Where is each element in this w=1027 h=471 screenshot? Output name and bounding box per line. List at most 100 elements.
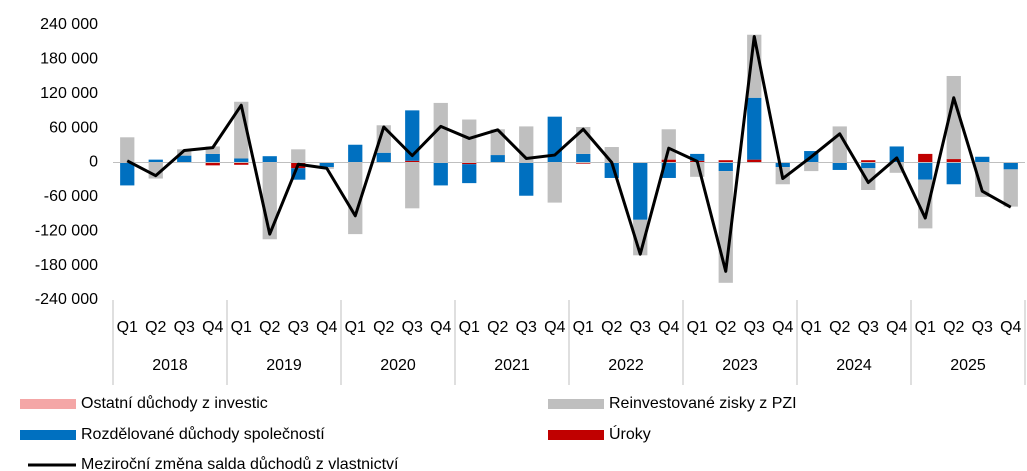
legend-label: Rozdělované důchody společností — [81, 425, 325, 443]
x-tick-label: Q3 — [858, 319, 879, 336]
bar — [576, 153, 591, 163]
y-tick-label: 240 000 — [40, 16, 98, 33]
x-tick-label: Q2 — [373, 319, 394, 336]
x-tick-label: Q1 — [345, 319, 366, 336]
x-tick-label: Q2 — [943, 319, 964, 336]
bar — [120, 162, 135, 186]
y-tick-label: -60 000 — [44, 188, 98, 205]
bar — [747, 97, 762, 160]
x-tick-label: Q1 — [915, 319, 936, 336]
bar — [690, 153, 705, 161]
y-tick-label: 180 000 — [40, 51, 98, 68]
bar — [120, 137, 135, 163]
bar — [804, 162, 819, 172]
bar — [1003, 162, 1018, 170]
x-tick-label: Q4 — [202, 319, 223, 336]
bar — [262, 156, 277, 163]
x-tick-label: Q3 — [174, 319, 195, 336]
x-tick-label: Q2 — [145, 319, 166, 336]
x-tick-label: Q4 — [544, 319, 565, 336]
group-label: 2023 — [722, 357, 758, 374]
x-tick-label: Q4 — [886, 319, 907, 336]
legend-swatch — [548, 430, 604, 440]
bar — [519, 162, 534, 196]
bar — [918, 153, 933, 163]
bar — [348, 162, 363, 235]
legend-label: Úroky — [609, 424, 651, 443]
x-tick-label: Q2 — [487, 319, 508, 336]
bar — [918, 162, 933, 180]
bar — [405, 110, 420, 161]
bar — [177, 149, 192, 156]
x-tick-label: Q4 — [430, 319, 451, 336]
x-tick-label: Q2 — [829, 319, 850, 336]
x-tick-label: Q2 — [601, 319, 622, 336]
bar — [946, 75, 961, 160]
y-tick-label: -120 000 — [35, 222, 98, 239]
bar — [547, 162, 562, 203]
legend-label: Meziroční změna salda důchodů z vlastnic… — [81, 455, 399, 471]
x-tick-label: Q1 — [573, 319, 594, 336]
x-tick-label: Q3 — [516, 319, 537, 336]
bar — [234, 158, 249, 163]
x-tick-label: Q4 — [772, 319, 793, 336]
bar — [775, 162, 790, 168]
x-tick-label: Q3 — [402, 319, 423, 336]
bar — [376, 152, 391, 163]
bar — [861, 162, 876, 169]
y-tick-label: -180 000 — [35, 257, 98, 274]
bar — [975, 156, 990, 163]
y-tick-label: 120 000 — [40, 85, 98, 102]
y-tick-label: 0 — [89, 154, 98, 171]
y-tick-label: 60 000 — [49, 119, 98, 136]
bar — [433, 162, 448, 186]
bar — [946, 162, 961, 185]
bar — [576, 162, 591, 164]
group-label: 2021 — [494, 357, 530, 374]
legend-label: Ostatní důchody z investic — [81, 394, 268, 412]
x-tick-label: Q2 — [259, 319, 280, 336]
x-tick-label: Q1 — [231, 319, 252, 336]
line-series — [126, 34, 1012, 273]
group-label: 2024 — [836, 357, 872, 374]
bar — [462, 162, 477, 165]
bar — [832, 162, 847, 170]
legend-swatch — [20, 430, 76, 440]
y-tick-label: -240 000 — [35, 291, 98, 308]
x-tick-label: Q3 — [288, 319, 309, 336]
legend-swatch — [548, 399, 604, 409]
bar — [861, 160, 876, 163]
bar — [205, 146, 220, 154]
bar — [405, 160, 420, 163]
bar — [291, 168, 306, 180]
x-tick-label: Q2 — [715, 319, 736, 336]
bar — [633, 162, 648, 220]
bar — [490, 129, 505, 156]
bar — [319, 162, 334, 168]
bar — [291, 149, 306, 163]
bar — [490, 155, 505, 163]
x-tick-label: Q4 — [658, 319, 679, 336]
bar — [234, 162, 249, 165]
group-label: 2020 — [380, 357, 416, 374]
x-tick-label: Q1 — [459, 319, 480, 336]
bar — [661, 159, 676, 163]
x-tick-label: Q1 — [117, 319, 138, 336]
bar — [177, 155, 192, 163]
bar — [747, 159, 762, 163]
legend-label: Reinvestované zisky z PZI — [609, 395, 797, 412]
bar — [433, 102, 448, 163]
bar — [661, 129, 676, 160]
bar — [975, 162, 990, 197]
bar — [718, 160, 733, 163]
bar — [205, 153, 220, 163]
bar — [205, 162, 220, 166]
bar — [918, 179, 933, 229]
bar — [148, 159, 163, 163]
x-tick-label: Q1 — [801, 319, 822, 336]
x-tick-label: Q3 — [972, 319, 993, 336]
bar — [462, 164, 477, 184]
group-label: 2018 — [152, 357, 188, 374]
x-tick-label: Q1 — [687, 319, 708, 336]
x-tick-label: Q4 — [316, 319, 337, 336]
